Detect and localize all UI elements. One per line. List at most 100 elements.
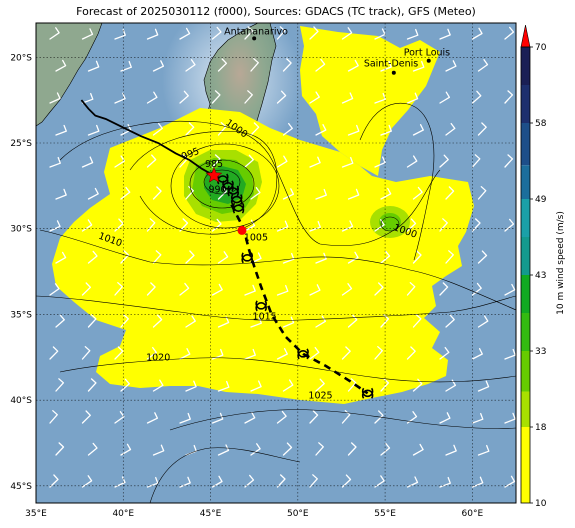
- tc-symbol: [361, 387, 374, 399]
- wind-barb: [55, 314, 65, 328]
- isobar-south-1030: [149, 447, 301, 503]
- wind-barb: [114, 476, 126, 488]
- wind-barb: [504, 475, 516, 488]
- wind-barb: [380, 60, 392, 72]
- map-title: Forecast of 2025030112 (f000), Sources: …: [76, 5, 476, 18]
- tc-position-symbols: [216, 173, 374, 399]
- wind-barb: [185, 250, 195, 264]
- wind-barb: [439, 476, 451, 488]
- wind-barb: [152, 379, 164, 392]
- wind-barb: [380, 378, 390, 392]
- wind-barb: [152, 444, 165, 456]
- wind-barb: [282, 122, 293, 136]
- place-marker: [426, 58, 431, 63]
- wind-barb: [374, 92, 386, 104]
- wind-barb: [49, 410, 58, 424]
- wind-barb: [341, 27, 353, 40]
- wind-barb: [315, 188, 327, 200]
- wind-speed-25-33-east-region: [379, 213, 401, 231]
- wind-barb: [179, 282, 190, 296]
- wind-barb: [49, 283, 60, 296]
- wind-barb: [81, 282, 92, 296]
- wind-barb: [504, 90, 514, 104]
- wind-barb: [471, 154, 481, 168]
- wind-barb: [55, 251, 67, 264]
- wind-barb: [250, 58, 259, 72]
- wind-barb: [114, 346, 124, 360]
- wind-barb: [244, 154, 254, 168]
- colorbar-tick-label: 49: [535, 195, 547, 205]
- tc-symbol: [227, 185, 240, 197]
- pressure-label: 990: [208, 185, 226, 196]
- wind-barb: [146, 476, 159, 488]
- isobar-1020: [59, 357, 516, 383]
- wind-barb: [120, 443, 132, 456]
- isobar-1025: [169, 409, 516, 431]
- wind-barb: [412, 60, 425, 72]
- wind-barb: [282, 316, 295, 328]
- wind-barb: [87, 250, 98, 264]
- wind-barb: [439, 218, 448, 232]
- wind-barb: [374, 28, 386, 40]
- pressure-contours: [36, 102, 516, 503]
- wind-barb: [445, 250, 454, 264]
- wind-barb: [412, 250, 422, 264]
- wind-barb: [250, 187, 261, 200]
- wind-barb: [179, 90, 189, 104]
- tc-symbol: [230, 194, 243, 206]
- wind-barb: [445, 60, 457, 72]
- wind-barb: [152, 60, 165, 72]
- lat-tick-label: 40°S: [10, 396, 32, 406]
- wind-barb: [477, 59, 489, 72]
- wind-barb: [120, 186, 131, 200]
- isobar-1000-east: [359, 102, 435, 261]
- wind-barb: [244, 284, 256, 296]
- wind-barb: [120, 250, 130, 264]
- colorbar-band: [521, 85, 530, 123]
- wind-barb: [185, 59, 196, 72]
- wind-barb: [412, 124, 424, 136]
- wind-barb: [276, 410, 287, 424]
- wind-barb: [445, 122, 456, 136]
- wind-barb: [49, 27, 60, 40]
- wind-barb: [347, 59, 359, 72]
- wind-barb: [217, 444, 230, 456]
- wind-barb: [309, 284, 321, 296]
- wind-barb: [49, 346, 59, 360]
- wind-barb: [250, 122, 260, 136]
- wind-barb: [504, 154, 514, 168]
- wind-barb: [211, 412, 224, 424]
- isobar-1000: [129, 131, 278, 235]
- wind-barb: [504, 412, 516, 424]
- pressure-label: 1005: [244, 233, 268, 244]
- wind-barb: [179, 476, 191, 488]
- wind-barb: [477, 250, 488, 264]
- wind-barb: [380, 314, 390, 328]
- wind-barb: [217, 251, 229, 264]
- wind-barb: [439, 28, 451, 40]
- wind-barb: [87, 60, 100, 72]
- wind-barb: [146, 28, 159, 40]
- wind-barb: [477, 444, 490, 456]
- wind-barb: [55, 188, 67, 200]
- wind-barb: [282, 58, 292, 72]
- wind-barb: [380, 250, 391, 264]
- colorbar-band: [521, 313, 530, 351]
- wind-barb: [471, 412, 484, 424]
- wind-barb: [87, 378, 97, 392]
- wind-speed-10-18-north-region: [300, 26, 440, 176]
- wind-barb: [315, 378, 325, 392]
- wind-barb: [412, 443, 424, 456]
- colorbar-band: [521, 165, 530, 199]
- colorbar-band: [521, 427, 530, 503]
- wind-barb: [81, 28, 94, 40]
- wind-barb: [406, 346, 416, 360]
- colorbar-band: [521, 391, 530, 427]
- isobar-1015: [36, 295, 516, 321]
- wind-barb: [471, 282, 482, 296]
- colorbar-band: [521, 47, 530, 85]
- lon-tick-label: 55°E: [374, 509, 396, 519]
- wind-barb: [504, 348, 516, 360]
- tc-symbol: [232, 202, 245, 214]
